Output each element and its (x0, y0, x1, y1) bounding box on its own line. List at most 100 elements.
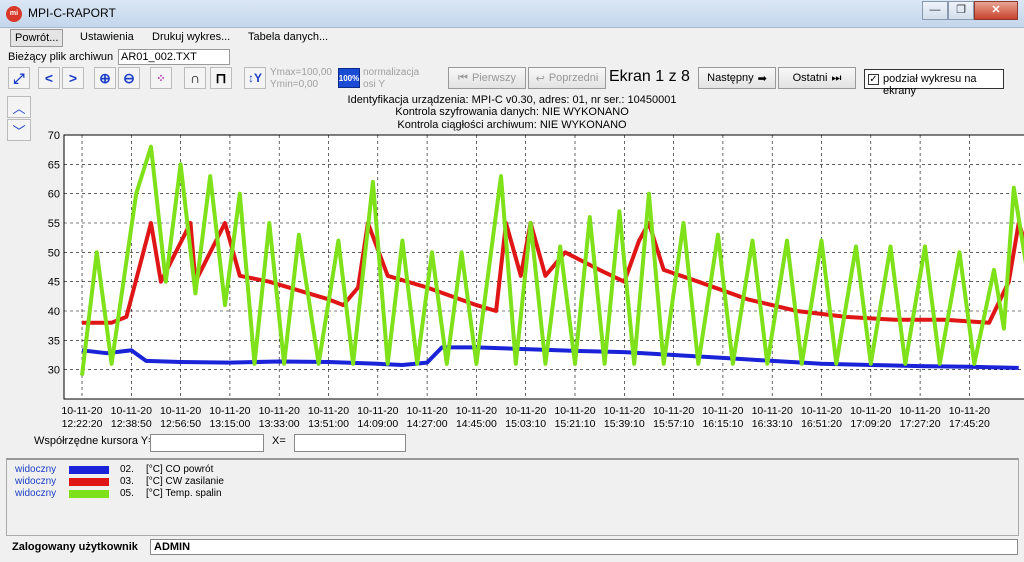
x-tick-label: 15:03:10 (505, 418, 546, 430)
logged-user-label: Zalogowany użytkownik (12, 541, 138, 553)
x-tick-date-label: 10-11-20 (653, 405, 694, 417)
prev-label: Poprzedni (548, 72, 599, 84)
prev-screen-button[interactable]: ↩ Poprzedni (528, 67, 606, 89)
legend-swatch (69, 490, 109, 498)
toolbar: ⤢ < > ⊕ ⊖ ⁘ ∩ ⊓ ↕Y Ymax=100,00 Ymin=0,00… (0, 66, 1024, 97)
x-tick-date-label: 10-11-20 (111, 405, 152, 417)
last-icon: ⏭ (831, 71, 842, 84)
series-line (81, 345, 1019, 370)
x-tick-date-label: 10-11-20 (406, 405, 447, 417)
y-axis-icon[interactable]: ↕Y (244, 67, 266, 89)
x-tick-date-label: 10-11-20 (801, 405, 842, 417)
menu-data-table[interactable]: Tabela danych... (248, 31, 329, 43)
x-tick-label: 14:09:00 (357, 418, 398, 430)
legend-visibility[interactable]: widoczny (15, 476, 57, 487)
step-mode-icon[interactable]: ⊓ (210, 67, 232, 89)
cursor-y-label: Współrzędne kursora Y= (34, 435, 155, 447)
cursor-x-label: X= (272, 435, 286, 447)
legend-number: 02. (120, 464, 134, 475)
x-tick-date-label: 10-11-20 (357, 405, 398, 417)
prev-icon: ↩ (535, 72, 545, 85)
menu-bar: Powrót... Ustawienia Drukuj wykres... Ta… (0, 28, 1024, 48)
next-screen-button[interactable]: Następny ➡ (698, 67, 776, 89)
last-screen-button[interactable]: Ostatni ⏭ (778, 67, 856, 89)
y-tick-label: 30 (48, 365, 60, 377)
split-screens-checkbox[interactable]: ✓ (868, 74, 879, 85)
x-tick-label: 16:33:10 (752, 418, 793, 430)
legend-visibility[interactable]: widoczny (15, 464, 57, 475)
x-tick-label: 13:33:00 (259, 418, 300, 430)
cursor-x-field[interactable] (294, 434, 406, 452)
x-tick-date-label: 10-11-20 (456, 405, 497, 417)
x-tick-label: 14:45:00 (456, 418, 497, 430)
x-tick-label: 12:22:20 (62, 418, 103, 430)
points-mode-icon[interactable]: ⁘ (150, 67, 172, 89)
chevron-down-icon[interactable]: ﹀ (7, 119, 31, 141)
x-tick-date-label: 10-11-20 (604, 405, 645, 417)
y-tick-label: 60 (48, 189, 60, 201)
x-tick-date-label: 10-11-20 (505, 405, 546, 417)
legend-row[interactable]: widoczny 03. [°C] CW zasilanie (7, 476, 407, 488)
temperature-chart[interactable]: 30354045505560657010-11-2012:22:2010-11-… (30, 131, 1024, 433)
y-tick-label: 50 (48, 247, 60, 259)
first-label: Pierwszy (471, 72, 516, 84)
menu-back[interactable]: Powrót... (10, 29, 64, 47)
logged-user-value: ADMIN (150, 539, 1018, 555)
continuity-check-line: Kontrola ciągłości archiwum: NIE WYKONAN… (397, 119, 627, 131)
split-screens-option[interactable]: ✓ podział wykresu na ekrany (864, 69, 1004, 97)
menu-print-chart[interactable]: Drukuj wykres... (152, 31, 231, 43)
zoom-out-icon[interactable]: ⊖ (118, 67, 140, 89)
x-tick-date-label: 10-11-20 (752, 405, 793, 417)
series-line (80, 144, 1024, 376)
x-tick-date-label: 10-11-20 (160, 405, 201, 417)
x-tick-date-label: 10-11-20 (899, 405, 940, 417)
fit-all-icon[interactable]: ⤢ (8, 67, 30, 89)
next-label: Następny (707, 72, 754, 84)
close-button[interactable]: ✕ (974, 1, 1018, 20)
x-tick-date-label: 10-11-20 (61, 405, 102, 417)
minimize-button[interactable]: — (922, 1, 948, 20)
legend-swatch (69, 466, 109, 474)
chevron-up-icon[interactable]: ︿ (7, 96, 31, 118)
x-tick-date-label: 10-11-20 (554, 405, 595, 417)
scroll-left-icon[interactable]: < (38, 67, 60, 89)
normalize-sub-label: osi Y (363, 79, 386, 90)
x-tick-date-label: 10-11-20 (850, 405, 891, 417)
arrow-right-icon: ➡ (757, 72, 767, 85)
legend-number: 03. (120, 476, 134, 487)
x-tick-date-label: 10-11-20 (702, 405, 743, 417)
legend-visibility[interactable]: widoczny (15, 488, 57, 499)
x-tick-label: 13:15:00 (209, 418, 250, 430)
title-bar: mi MPI-C-RAPORT — ❐ ✕ (0, 0, 1024, 28)
legend-row[interactable]: widoczny 02. [°C] CO powrót (7, 464, 407, 476)
y-tick-label: 65 (48, 159, 60, 171)
normalize-label[interactable]: normalizacja (363, 67, 420, 78)
legend-row[interactable]: widoczny 05. [°C] Temp. spalin (7, 488, 407, 500)
last-label: Ostatni (792, 72, 828, 84)
split-screens-label: podział wykresu na ekrany (883, 73, 977, 97)
y-tick-label: 55 (48, 218, 60, 230)
cursor-y-field[interactable] (150, 434, 264, 452)
legend-swatch (69, 478, 109, 486)
file-bar: Bieżący plik archiwun AR01_002.TXT (0, 48, 1024, 66)
legend-number: 05. (120, 488, 134, 499)
scroll-right-icon[interactable]: > (62, 67, 84, 89)
zoom-in-icon[interactable]: ⊕ (94, 67, 116, 89)
x-tick-date-label: 10-11-20 (308, 405, 349, 417)
y-max-label: Ymax=100,00 (270, 67, 332, 78)
y-tick-label: 35 (48, 335, 60, 347)
menu-settings[interactable]: Ustawienia (80, 31, 134, 43)
status-bar: Zalogowany użytkownik ADMIN (6, 538, 1019, 556)
x-tick-label: 14:27:00 (407, 418, 448, 430)
first-screen-button[interactable]: ⏮ Pierwszy (448, 67, 526, 89)
y-tick-label: 45 (48, 277, 60, 289)
screen-indicator: Ekran 1 z 8 (609, 68, 690, 85)
y-tick-label: 70 (48, 131, 60, 142)
line-mode-icon[interactable]: ∩ (184, 67, 206, 89)
maximize-button[interactable]: ❐ (948, 1, 974, 20)
x-tick-label: 12:38:50 (111, 418, 152, 430)
app-icon: mi (6, 6, 22, 22)
percent-button[interactable]: 100% (338, 68, 360, 88)
x-tick-date-label: 10-11-20 (949, 405, 990, 417)
x-tick-label: 17:09:20 (850, 418, 891, 430)
